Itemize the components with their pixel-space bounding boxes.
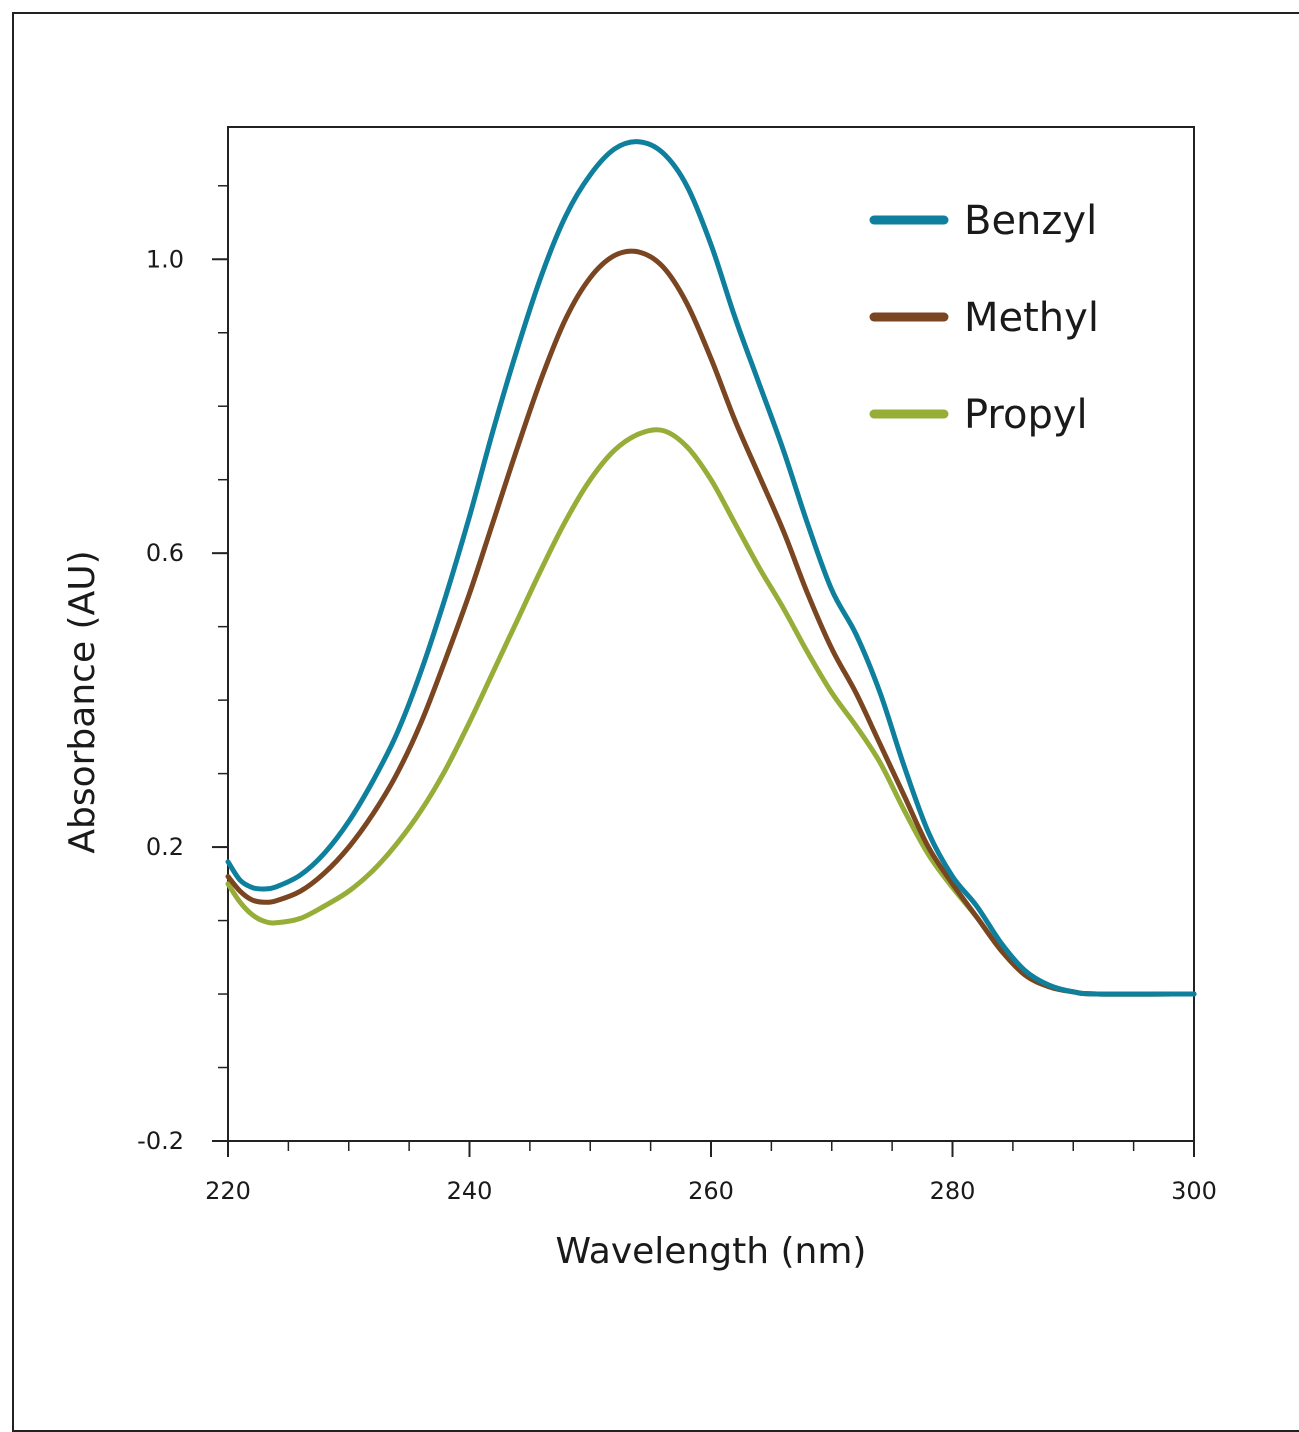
- series-line-benzyl: [225, 139, 1197, 997]
- x-tick-label: 260: [688, 1177, 734, 1205]
- y-tick-label: -0.2: [137, 1127, 184, 1155]
- y-tick-label: 0.2: [146, 833, 184, 861]
- x-tick-label: 240: [447, 1177, 493, 1205]
- legend-label-methyl: Methyl: [964, 295, 1099, 341]
- x-tick-label: 300: [1171, 1177, 1217, 1205]
- y-tick-label: 1.0: [146, 245, 184, 273]
- series-line-methyl: [225, 248, 1197, 997]
- x-tick-label: 280: [930, 1177, 976, 1205]
- y-tick-label: 0.6: [146, 539, 184, 567]
- series-line-propyl: [225, 427, 1197, 997]
- y-axis-title: Absorbance (AU): [62, 550, 103, 853]
- x-axis-title: Wavelength (nm): [556, 1231, 867, 1272]
- y-axis-ticks: -0.2 0.2 0.6 1.0: [137, 185, 228, 1155]
- x-tick-label: 220: [205, 1177, 251, 1205]
- x-axis-ticks: 220 240 260 280 300: [205, 1141, 1217, 1205]
- legend-label-propyl: Propyl: [964, 392, 1088, 438]
- series-layer: [225, 139, 1197, 997]
- chart-frame: [12, 12, 1299, 1432]
- legend: Benzyl Methyl Propyl: [869, 198, 1099, 438]
- legend-label-benzyl: Benzyl: [964, 198, 1097, 244]
